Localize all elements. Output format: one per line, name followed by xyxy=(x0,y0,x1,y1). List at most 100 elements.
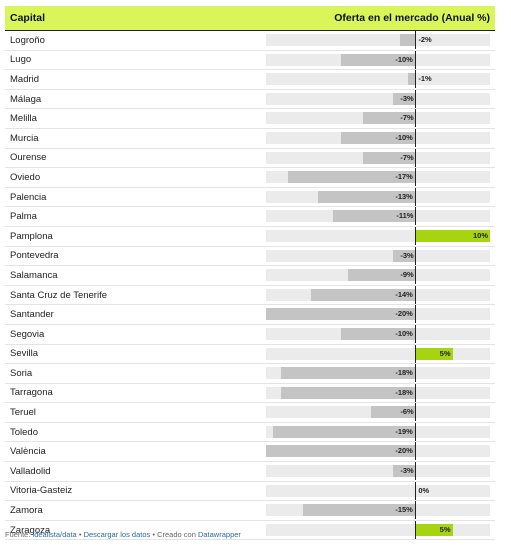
zero-baseline xyxy=(415,285,417,304)
bar-value-label: 10% xyxy=(473,230,489,240)
bar xyxy=(407,73,416,86)
table-row: Málaga -3% xyxy=(5,89,495,110)
row-capital-name: Vitoria-Gasteiz xyxy=(10,485,73,497)
zero-baseline xyxy=(415,207,417,226)
zero-baseline xyxy=(415,109,417,128)
row-capital-name: Logroño xyxy=(10,34,45,46)
row-capital-name: Sevilla xyxy=(10,348,38,360)
row-capital-name: Zaragoza xyxy=(10,524,51,536)
datawrapper-link[interactable]: Datawrapper xyxy=(197,530,241,539)
table-row: Melilla -7% xyxy=(5,109,495,129)
table-row: Murcia -10% xyxy=(5,128,495,149)
table-row: Logroño -2% xyxy=(5,31,495,51)
bar-value-label: -17% xyxy=(395,172,413,182)
bar-track: -14% xyxy=(266,285,490,304)
bar xyxy=(303,504,416,517)
bar-track: -2% xyxy=(266,31,490,49)
zero-baseline xyxy=(415,305,417,324)
row-capital-name: Teruel xyxy=(10,407,36,419)
zero-baseline xyxy=(415,364,417,383)
table-row: Soria -18% xyxy=(5,364,495,384)
table-row: Toledo -19% xyxy=(5,422,495,443)
bar-track: -9% xyxy=(266,266,490,285)
bar-value-label: -18% xyxy=(395,368,413,378)
bar-track: -10% xyxy=(266,128,490,147)
table-row: Tarragona -18% xyxy=(5,383,495,404)
zero-baseline xyxy=(415,89,417,108)
bar xyxy=(280,367,416,380)
bar-track: -6% xyxy=(266,403,490,422)
table-row: Madrid -1% xyxy=(5,70,495,90)
table-row: Oviedo -17% xyxy=(5,168,495,188)
column-header-offer[interactable]: Oferta en el mercado (Anual %) xyxy=(334,12,490,24)
bar-value-label: -2% xyxy=(418,35,432,44)
bar-value-label: -19% xyxy=(395,426,413,436)
source-link[interactable]: idealista/data xyxy=(32,530,77,539)
bar-value-label: -10% xyxy=(395,54,413,64)
bar-value-label: -7% xyxy=(400,113,414,123)
row-capital-name: Valladolid xyxy=(10,465,51,477)
chart-footer: Fuente: idealista/data • Descargar los d… xyxy=(5,530,241,539)
bar xyxy=(288,171,416,184)
bar-track: -7% xyxy=(266,109,490,128)
bar-track: -15% xyxy=(266,501,490,520)
table-row: Sevilla 5% xyxy=(5,344,495,365)
table-row: Palencia -13% xyxy=(5,187,495,208)
bar-track: -18% xyxy=(266,364,490,383)
bar-value-label: -20% xyxy=(395,446,413,456)
zero-baseline xyxy=(415,246,417,265)
table-row: Zaragoza 5% xyxy=(5,520,495,541)
table-row: Valladolid -3% xyxy=(5,462,495,482)
bar-track: -20% xyxy=(266,305,490,324)
bar-value-label: -3% xyxy=(400,250,414,260)
source-label: Fuente: xyxy=(5,530,31,539)
zero-baseline xyxy=(415,462,417,481)
bar xyxy=(333,210,416,223)
bar-value-label: 0% xyxy=(418,485,430,495)
table-body: Logroño -2% Lugo -10% Madrid -1% Málaga -3% Meli… xyxy=(5,31,495,541)
bar-track: -18% xyxy=(266,383,490,402)
row-capital-name: Palma xyxy=(10,211,37,223)
table-row: Santander -20% xyxy=(5,305,495,325)
bar-value-label: -3% xyxy=(400,466,414,476)
bar-track: -3% xyxy=(266,89,490,108)
zero-baseline xyxy=(415,520,417,539)
bar-track: -3% xyxy=(266,246,490,265)
row-capital-name: Pontevedra xyxy=(10,250,59,262)
bar xyxy=(392,465,416,478)
row-capital-name: Ourense xyxy=(10,152,47,164)
bar-track: -7% xyxy=(266,148,490,167)
zero-baseline xyxy=(415,442,417,461)
zero-baseline xyxy=(415,324,417,343)
bar xyxy=(318,190,416,203)
bar xyxy=(266,308,416,321)
bar xyxy=(340,131,416,144)
table-row: Pamplona 10% xyxy=(5,226,495,247)
bar xyxy=(266,445,416,458)
download-data-link[interactable]: Descargar los datos xyxy=(83,530,151,539)
bar xyxy=(280,386,416,399)
bar xyxy=(363,151,416,164)
bar xyxy=(415,523,453,536)
bar-track: -10% xyxy=(266,50,490,69)
bar-value-label: 5% xyxy=(439,524,451,534)
bar-value-label: -15% xyxy=(395,505,413,515)
bar xyxy=(392,92,416,105)
bar-track: -11% xyxy=(266,207,490,226)
table-row: Santa Cruz de Tenerife -14% xyxy=(5,285,495,306)
row-capital-name: Palencia xyxy=(10,191,47,203)
table-row: Zamora -15% xyxy=(5,501,495,521)
table-row: Pontevedra -3% xyxy=(5,246,495,267)
bar-track: -3% xyxy=(266,462,490,481)
table-row: Vitoria-Gasteiz 0% xyxy=(5,481,495,502)
bar-value-label: -11% xyxy=(396,211,414,221)
row-capital-name: Oviedo xyxy=(10,171,41,183)
row-capital-name: Santa Cruz de Tenerife xyxy=(10,289,107,301)
row-capital-name: Soria xyxy=(10,367,33,379)
column-header-capital[interactable]: Capital xyxy=(10,12,46,24)
bar xyxy=(415,347,453,360)
bar-track: 0% xyxy=(266,481,490,500)
row-capital-name: Segovia xyxy=(10,328,45,340)
bar xyxy=(370,406,416,419)
created-with-text: Creado con xyxy=(157,530,196,539)
